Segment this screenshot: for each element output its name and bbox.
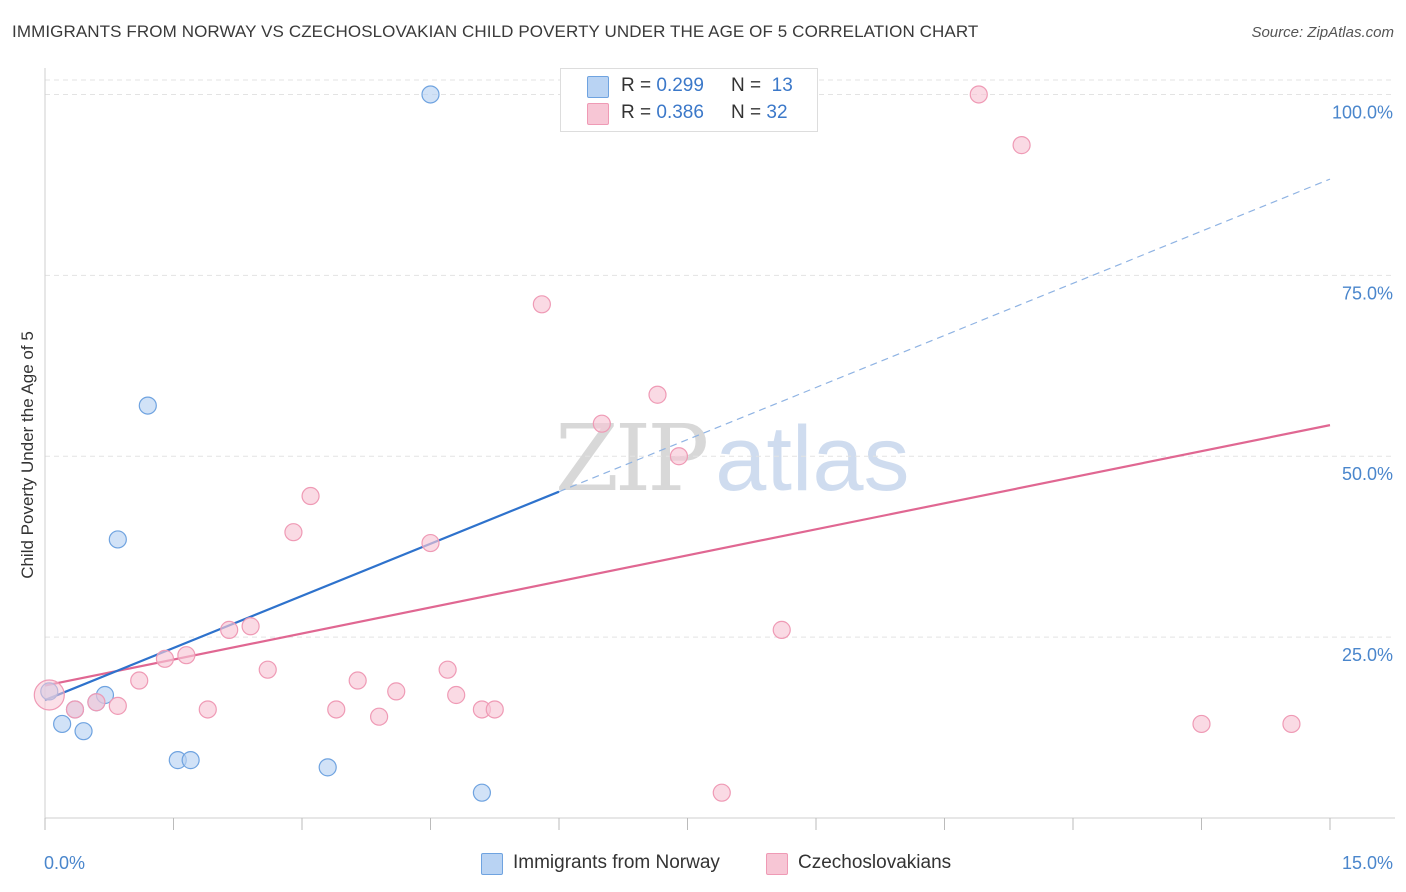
czech-point: [485, 700, 504, 719]
czech-point: [301, 486, 320, 506]
czech-point: [87, 693, 106, 712]
czech-point: [327, 700, 346, 719]
czech-point: [108, 696, 127, 715]
czech-point: [669, 447, 689, 466]
czech-point: [33, 679, 65, 711]
y-tick-label: 50.0%: [1342, 464, 1393, 484]
legend-czech-swatch: [766, 853, 788, 875]
czech-point: [370, 707, 389, 726]
czech-point: [130, 671, 149, 690]
norway-point: [181, 751, 200, 770]
norway-point: [318, 758, 337, 777]
norway-point: [74, 722, 93, 741]
czech-point: [1012, 136, 1031, 155]
trend-line-czechoslovakians: [44, 424, 1331, 687]
czech-point: [198, 700, 217, 719]
norway-point: [53, 714, 72, 734]
y-tick-label: 100.0%: [1332, 102, 1393, 122]
trend-line-norway: [44, 490, 560, 702]
norway-point: [108, 530, 127, 549]
watermark: ZIP atlas: [555, 405, 910, 512]
czech-point: [284, 523, 303, 542]
czech-point: [177, 646, 196, 665]
y-tick-label: 25.0%: [1342, 645, 1393, 665]
czech-point: [155, 649, 175, 668]
trend-line-norway-extension: [558, 178, 1331, 493]
czech-point: [387, 682, 406, 701]
legend-norway-swatch: [481, 853, 503, 875]
x-tick-label-max: 15.0%: [1342, 853, 1393, 873]
watermark-atlas: atlas: [715, 408, 910, 510]
czech-point: [712, 783, 731, 802]
czech-point: [438, 660, 457, 679]
norway-point: [138, 396, 157, 415]
y-tick-label: 75.0%: [1342, 283, 1393, 303]
czech-point: [772, 620, 791, 639]
czech-r-value: 0.386: [656, 102, 704, 123]
czech-point: [220, 620, 239, 639]
czech-swatch: [587, 103, 609, 125]
chart-source: Source: ZipAtlas.com: [1251, 24, 1394, 41]
norway-point: [421, 85, 440, 104]
chart-title: IMMIGRANTS FROM NORWAY VS CZECHOSLOVAKIA…: [12, 22, 979, 41]
czech-point: [65, 700, 85, 719]
czech-point: [532, 295, 551, 314]
czech-point: [447, 685, 466, 705]
legend-norway-label: Immigrants from Norway: [513, 852, 720, 873]
norway-swatch: [587, 76, 609, 98]
czech-point: [969, 85, 988, 104]
norway-n-value: 13: [771, 75, 793, 96]
czech-point: [592, 414, 611, 433]
czech-point: [348, 671, 367, 690]
norway-r-value: 0.299: [656, 75, 704, 96]
czech-point: [1282, 714, 1301, 734]
czech-point: [421, 533, 440, 553]
norway-point: [472, 783, 491, 802]
czech-n-value: 32: [766, 102, 788, 123]
czech-point: [241, 617, 260, 636]
stats-legend: R = 0.299 N = 13 R = 0.386 N = 32: [560, 68, 818, 132]
legend-czech-label: Czechoslovakians: [798, 852, 952, 873]
czech-point: [258, 660, 277, 679]
czech-point: [648, 385, 667, 404]
czech-point: [1192, 714, 1211, 734]
x-tick-label-min: 0.0%: [44, 853, 85, 873]
